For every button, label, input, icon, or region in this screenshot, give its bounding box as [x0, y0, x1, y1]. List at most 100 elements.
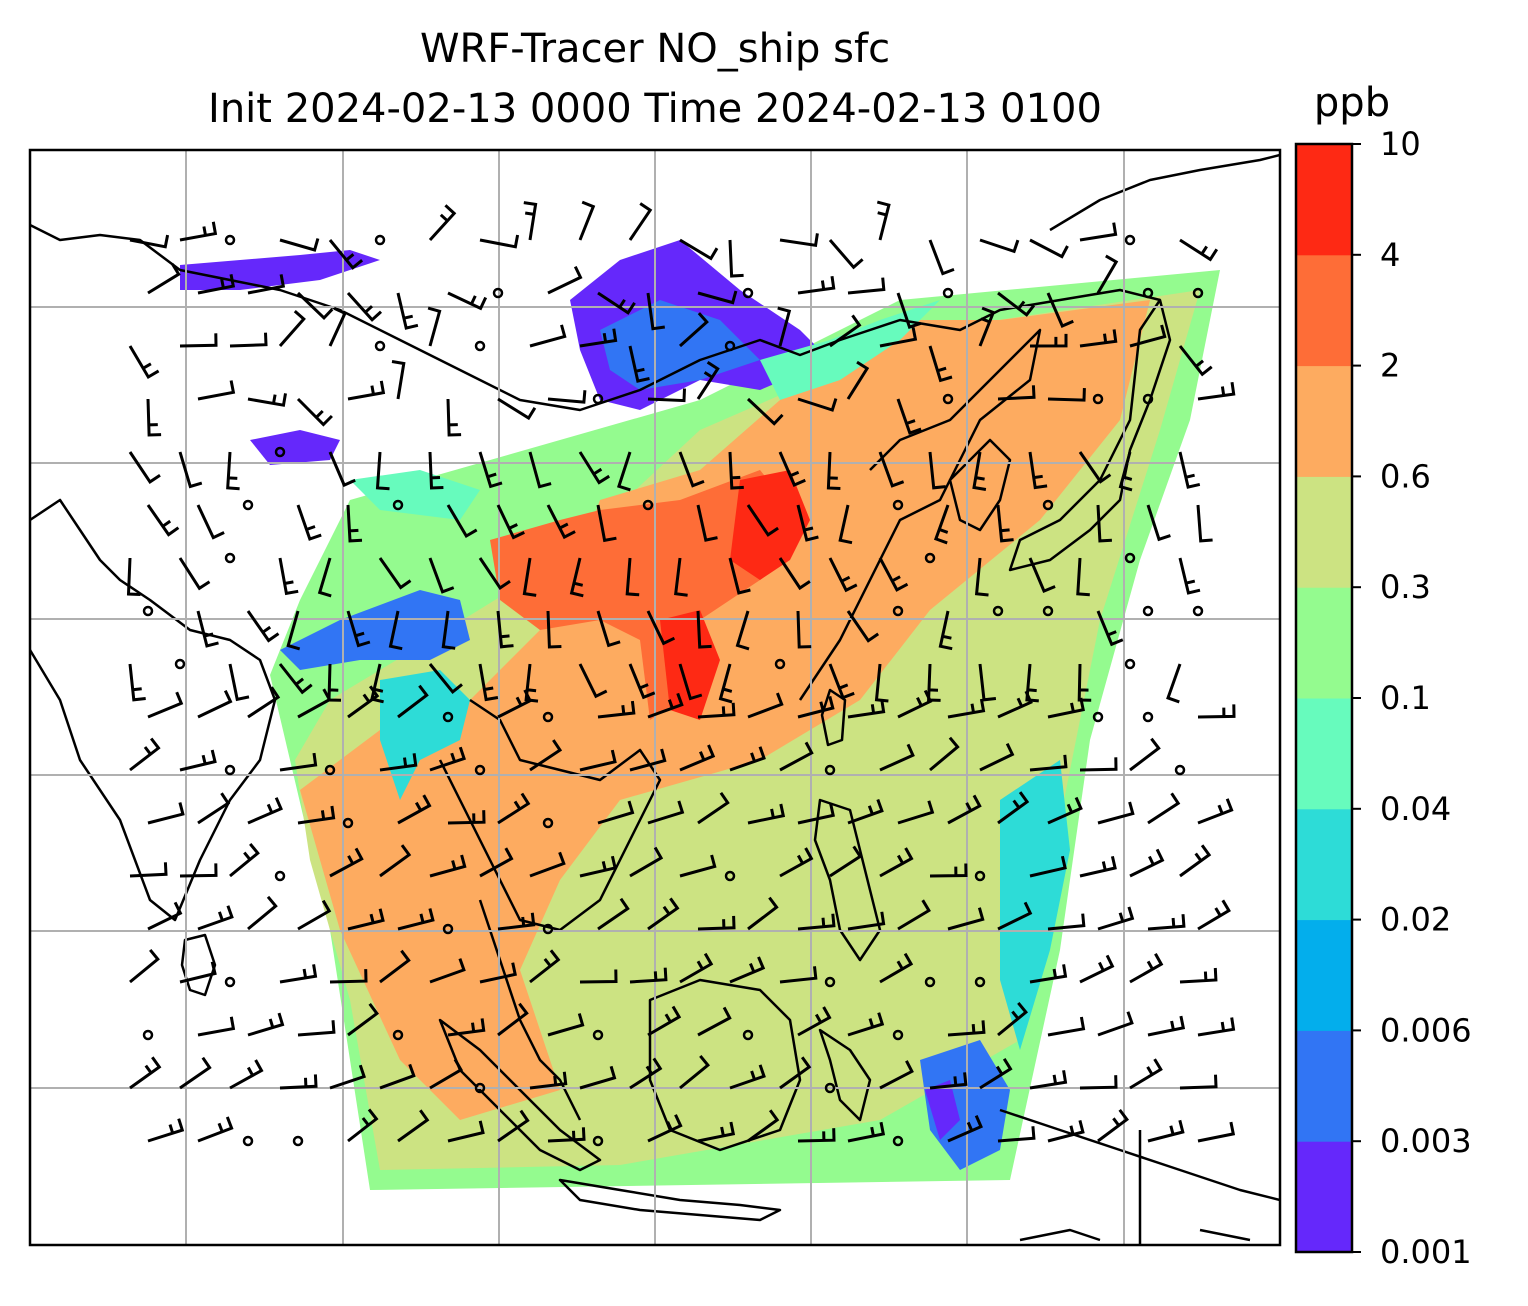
wind-barb [674, 557, 688, 597]
calm-wind-circle [724, 870, 736, 882]
calm-wind-circle [274, 446, 286, 458]
wind-barb [718, 663, 733, 704]
wind-barb [779, 741, 814, 772]
calm-wind-circle [742, 287, 754, 299]
wind-barb [878, 557, 909, 592]
wind-barb [997, 901, 1033, 931]
wind-barb [679, 1054, 711, 1090]
wind-barb [379, 844, 412, 878]
wind-barb [928, 239, 955, 276]
wind-barb [529, 851, 566, 878]
coastline-sulawesi [818, 1028, 872, 1122]
wind-barb [1097, 906, 1135, 931]
wind-barb [746, 504, 779, 537]
wind-barb [629, 1057, 663, 1090]
wind-barb [697, 290, 738, 305]
colorbar-tick-label: 0.003 [1380, 1122, 1472, 1160]
wind-barb [179, 221, 218, 242]
coastline-newguinea [999, 1108, 1280, 1202]
wind-barb [497, 1109, 530, 1143]
wind-barb [579, 969, 618, 984]
wind-barb [546, 504, 576, 540]
wind-barb [1129, 1058, 1163, 1090]
wind-barb [524, 663, 539, 703]
wind-barb [328, 306, 347, 347]
wind-barb [147, 802, 185, 825]
wind-barb [1197, 704, 1236, 719]
coastline-japan [1008, 298, 1172, 572]
wind-barb [547, 1127, 586, 1143]
wind-barb [478, 557, 511, 590]
wind-barb [1047, 913, 1086, 931]
wind-barb [729, 746, 766, 772]
gridlines [30, 150, 1280, 1245]
wind-barb [696, 610, 712, 649]
wind-barb [796, 610, 812, 649]
wind-barb [874, 663, 889, 703]
wind-barb [1029, 855, 1067, 878]
wind-barb [878, 451, 905, 488]
wind-barb [297, 805, 336, 825]
wind-barb [447, 1018, 486, 1037]
wind-barb [347, 685, 380, 719]
concentration-field [180, 240, 1220, 1190]
wind-barb [547, 265, 583, 295]
coastline-java [558, 1178, 782, 1222]
wind-barb [596, 610, 621, 648]
wind-barb [779, 233, 819, 248]
calm-wind-circle [592, 393, 604, 405]
wind-barb [496, 504, 525, 540]
wind-barb [247, 797, 283, 825]
wind-barb [829, 314, 862, 348]
colorbar-segment [1296, 254, 1352, 367]
field-band-blue-tibet [280, 590, 470, 670]
wind-barb [647, 897, 680, 931]
wind-barb [679, 744, 716, 772]
calm-wind-circle [174, 658, 186, 670]
wind-barb [947, 698, 986, 719]
wind-barb [226, 451, 240, 491]
calm-wind-circle [542, 923, 554, 935]
coastline-india [30, 498, 277, 922]
calm-wind-circle [1142, 711, 1154, 723]
wind-barb [728, 239, 744, 278]
wind-barb [1096, 504, 1112, 543]
calm-wind-circle [1124, 658, 1136, 670]
calm-wind-circle [592, 1029, 604, 1041]
wind-barb [797, 275, 836, 295]
calm-wind-circle [774, 658, 786, 670]
wind-barb [876, 200, 891, 241]
wind-barb [478, 663, 499, 702]
calm-wind-circle [724, 340, 736, 352]
calm-wind-circle [492, 287, 504, 299]
wind-barb [1147, 914, 1186, 931]
wind-barb [128, 345, 160, 380]
wind-barb [617, 451, 632, 492]
colorbar-segment [1296, 365, 1352, 477]
calm-wind-circle [274, 870, 286, 882]
wind-barb [779, 847, 814, 878]
calm-wind-circle [392, 1029, 404, 1041]
wind-barb [396, 292, 419, 330]
wind-barb [747, 1109, 780, 1143]
wind-barb [978, 663, 997, 702]
wind-barb [1029, 754, 1068, 772]
wind-barb [146, 398, 162, 437]
wind-barb [647, 800, 685, 825]
colorbar-tick-label: 4 [1380, 236, 1400, 274]
colorbar [1296, 144, 1352, 1253]
wind-barb [838, 504, 853, 545]
wind-barb [628, 202, 653, 241]
calm-wind-circle [892, 605, 904, 617]
wind-barb [678, 451, 705, 488]
wind-barb [797, 696, 835, 719]
wind-barb [729, 1064, 766, 1090]
wind-barb [197, 689, 233, 719]
wind-barb [347, 1108, 379, 1143]
wind-barb [1097, 1011, 1134, 1037]
wind-barb [1097, 801, 1135, 825]
colorbar-segment [1296, 1141, 1352, 1253]
wind-barb [569, 557, 584, 598]
wind-barb [828, 239, 864, 270]
coastline-philippines [813, 798, 882, 962]
